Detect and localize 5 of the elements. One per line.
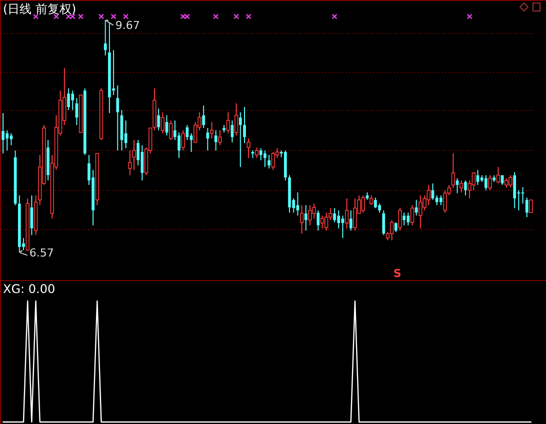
annotation: 6.57	[29, 246, 54, 260]
annotation: 9.67	[115, 19, 140, 32]
chart-title: XG: 0.00	[3, 282, 56, 296]
annotation: S	[393, 267, 402, 280]
chart-title: (日线 前复权)	[3, 2, 76, 16]
